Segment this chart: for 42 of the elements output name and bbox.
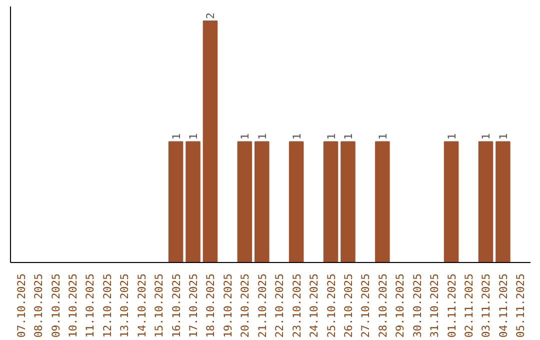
- data-label: 2: [204, 12, 218, 19]
- x-tick-label: 29.10.2025: [394, 274, 407, 338]
- x-tick-label: 11.10.2025: [84, 274, 97, 338]
- x-tick-label: 28.10.2025: [376, 274, 390, 338]
- x-tick-label: 08.10.2025: [32, 274, 46, 338]
- x-tick-label: 19.10.2025: [221, 274, 234, 338]
- x-tick-label: 02.11.2025: [462, 274, 476, 338]
- data-label: 1: [496, 133, 510, 140]
- data-label: 1: [376, 133, 390, 140]
- x-tick-label: 23.10.2025: [290, 274, 304, 338]
- x-tick-label: 22.10.2025: [273, 274, 286, 338]
- data-label: 1: [342, 133, 355, 140]
- data-label: 1: [256, 133, 269, 140]
- data-label: 1: [290, 133, 304, 140]
- x-tick-label: 31.10.2025: [428, 274, 442, 338]
- x-tick-label: 21.10.2025: [256, 274, 269, 338]
- x-tick-label: 03.11.2025: [480, 274, 493, 338]
- data-label: 1: [324, 133, 338, 140]
- data-label: 1: [445, 133, 458, 140]
- x-tick-label: 14.10.2025: [135, 274, 148, 338]
- x-tick-label: 10.10.2025: [66, 274, 80, 338]
- data-label: 1: [480, 133, 493, 140]
- x-tick-label: 18.10.2025: [204, 274, 218, 338]
- x-tick-label: 13.10.2025: [118, 274, 132, 338]
- x-tick-label: 12.10.2025: [100, 274, 114, 338]
- x-tick-label: 24.10.2025: [308, 274, 321, 338]
- x-tick-label: 15.10.2025: [152, 274, 166, 338]
- x-tick-label: 30.10.2025: [410, 274, 424, 338]
- data-label: 1: [187, 133, 200, 140]
- x-tick-label: 01.11.2025: [445, 274, 458, 338]
- x-tick-label: 16.10.2025: [170, 274, 183, 338]
- x-tick-label: 20.10.2025: [238, 274, 252, 338]
- data-label: 1: [238, 133, 252, 140]
- data-label: 1: [170, 133, 183, 140]
- x-tick-label: 25.10.2025: [324, 274, 338, 338]
- x-tick-label: 07.10.2025: [14, 274, 28, 338]
- x-tick-label: 17.10.2025: [187, 274, 200, 338]
- x-tick-label: 27.10.2025: [359, 274, 372, 338]
- x-tick-label: 09.10.2025: [49, 274, 62, 338]
- x-tick-label: 04.11.2025: [496, 274, 510, 338]
- x-tick-label: 26.10.2025: [342, 274, 355, 338]
- x-tick-label: 05.11.2025: [514, 274, 528, 338]
